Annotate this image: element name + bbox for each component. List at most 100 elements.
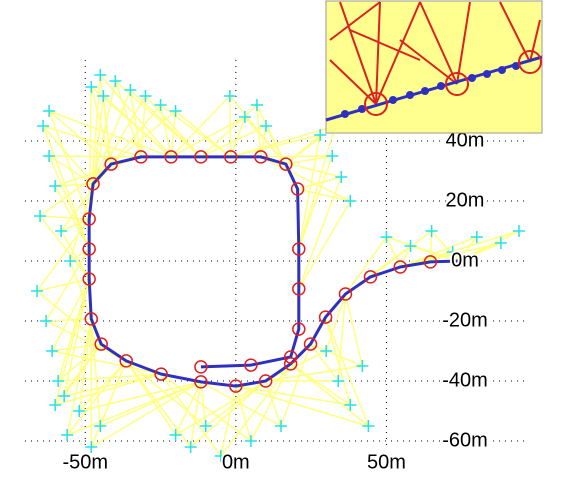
landmarks [31,69,525,462]
zoom-inset [325,0,543,134]
pose-marker [154,367,168,381]
pose-marker [229,379,243,393]
pose-marker [423,255,438,269]
observation-ray [92,89,132,185]
observation-ray [452,251,459,262]
observation-ray [39,215,90,280]
pose-marker [194,150,208,164]
landmark [97,90,110,102]
observation-ray [66,360,127,436]
observation-ray [175,380,267,436]
landmark [335,171,348,183]
pose-marker [244,358,258,372]
observation-ray [170,110,177,157]
observation-ray [298,155,333,250]
landmark [85,81,98,93]
observation-ray [90,86,112,165]
observation-ray [400,230,520,268]
landmark [314,129,327,141]
observation-ray [285,155,333,165]
landmark [49,399,62,411]
observation-ray [297,176,342,190]
landmark [154,99,167,111]
pose-marker [283,357,298,371]
pose-marker [279,157,293,171]
observation-ray [220,385,237,457]
pose-marker [318,310,333,324]
landmark [275,420,288,432]
observation-ray [250,363,292,442]
landmark [259,120,272,132]
observation-ray [344,236,388,295]
observation-ray [42,125,142,158]
observation-ray [200,381,207,427]
pose-marker [164,150,178,164]
observation-ray [230,125,336,158]
landmark [214,450,227,462]
landmark [512,225,525,237]
observation-ray [200,104,258,158]
pose-marker [104,157,118,171]
observation-ray [63,373,162,397]
landmark [326,150,339,162]
observation-ray [66,381,202,436]
observation-ray [92,95,147,185]
observation-ray [280,343,312,427]
pose-marker [303,337,318,351]
observation-ray [189,381,202,448]
landmark [332,375,345,387]
observation-ray [160,373,222,457]
y-tick-label: -40m [442,369,488,391]
landmark [124,84,137,96]
observation-ray [90,381,202,448]
x-tick-label: -50m [62,451,108,473]
pose-marker [292,242,306,256]
observation-ray [235,385,369,427]
observation-ray [298,200,351,290]
observation-ray [114,80,142,158]
observation-ray [36,218,90,292]
landmark [43,150,56,162]
landmark [238,111,251,123]
observation-ray [200,125,267,158]
landmark [58,390,71,402]
observation-ray [79,381,202,412]
landmark [425,225,438,237]
pose-marker [258,374,273,388]
observation-ray [175,110,232,158]
pose-marker [283,350,298,364]
pose-marker [86,177,100,191]
observation-ray [324,316,352,406]
landmark [494,237,507,249]
landmark [43,105,56,117]
landmark [37,120,50,132]
pose-marker [82,212,96,226]
observation-ray [200,381,282,427]
pose-marker [134,150,148,164]
observation-ray [400,236,478,268]
observation-ray [36,278,90,292]
trajectory [82,150,465,393]
landmark [64,255,77,267]
landmark [404,240,417,252]
observation-ray [110,110,177,165]
landmark [344,399,357,411]
observation-ray [54,278,90,406]
observation-ray [298,125,336,250]
observation-ray [40,215,90,220]
observation-ray [309,343,339,382]
observation-ray [66,318,92,436]
observation-ray [45,248,90,322]
pose-marker [292,322,306,336]
landmark [356,360,369,372]
pose-marker [82,272,96,286]
observation-ray [90,318,102,427]
observation-ray [264,380,282,427]
pose-marker [194,375,208,389]
pose-marker [451,254,465,268]
observation-ray [92,80,117,185]
landmark [169,105,182,117]
landmark [320,345,333,357]
